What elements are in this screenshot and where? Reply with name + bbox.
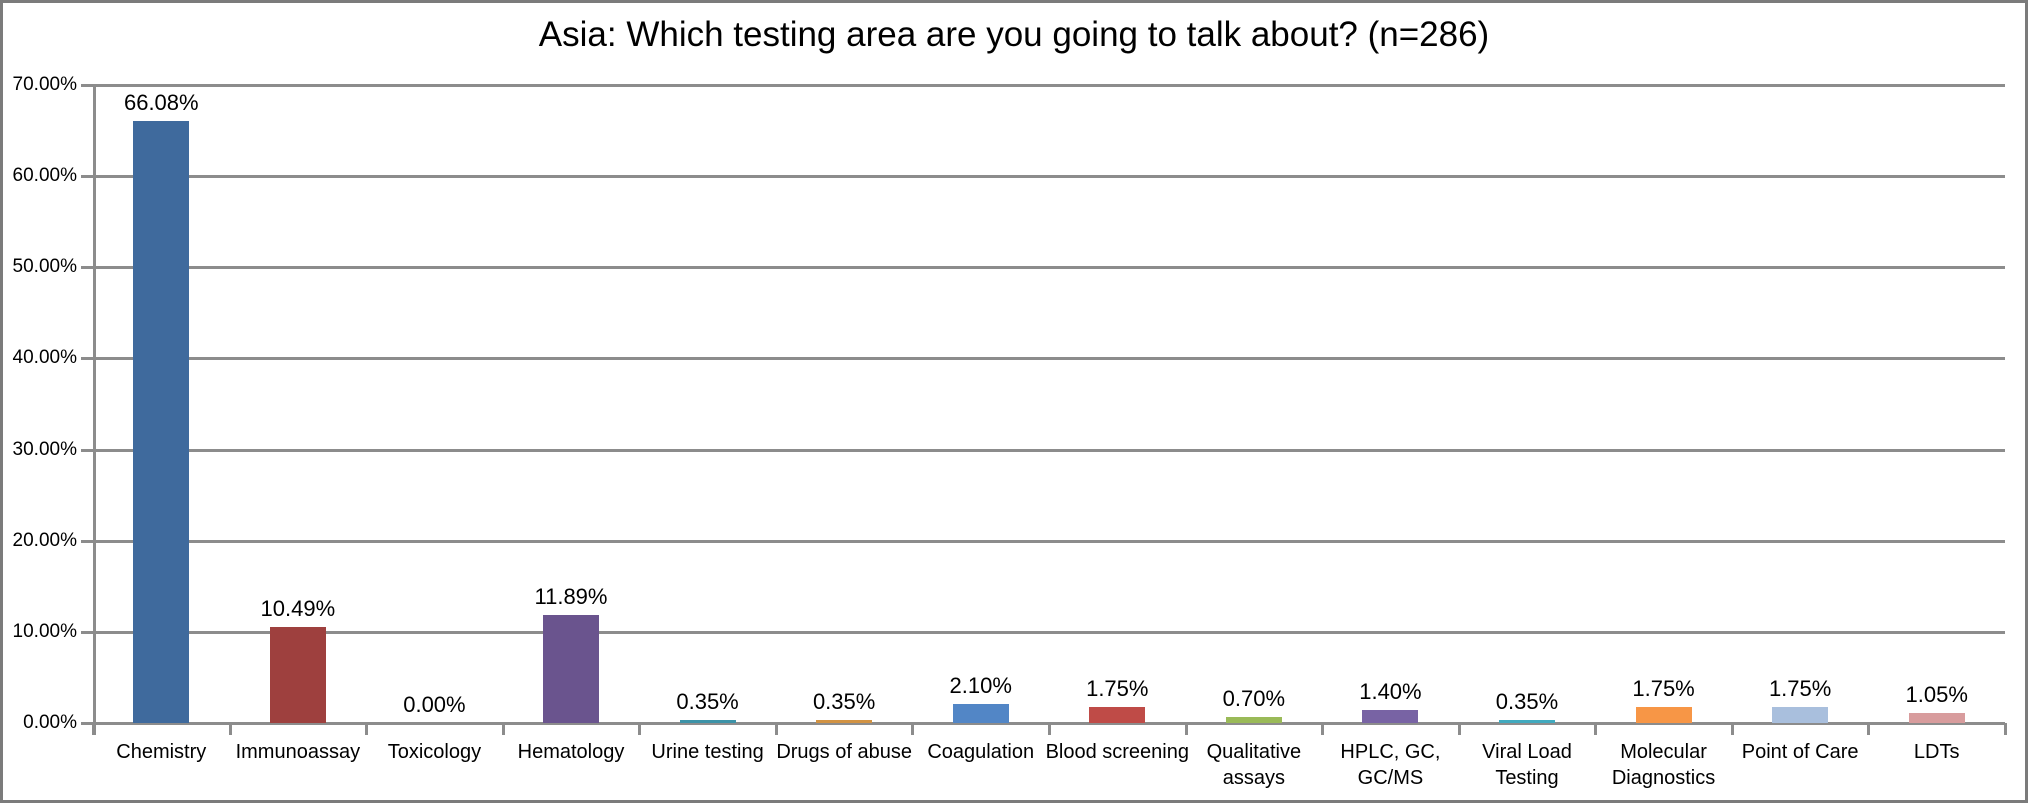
gridline — [93, 630, 2005, 634]
x-axis-category-label: Molecular Diagnostics — [1611, 741, 1716, 789]
x-axis-category-label: Immunoassay — [235, 741, 361, 763]
y-axis-label: 40.00% — [12, 347, 77, 369]
x-axis-tick — [1457, 723, 1461, 735]
y-axis-tick — [81, 175, 93, 179]
x-axis-category-label: HPLC, GC, GC/MS — [1340, 741, 1441, 789]
x-axis-tick — [1730, 723, 1734, 735]
bar-value-label: 10.49% — [260, 596, 336, 621]
y-axis-tick — [81, 357, 93, 361]
bar-value-label: 1.75% — [1086, 676, 1149, 701]
gridline — [93, 357, 2005, 361]
x-axis-tick — [1184, 723, 1188, 735]
x-axis-tick — [228, 723, 232, 735]
bar-blood-screening — [1089, 707, 1146, 723]
x-axis-tick — [1594, 723, 1598, 735]
y-axis-label: 10.00% — [12, 620, 77, 642]
y-axis-line — [93, 85, 96, 735]
x-axis-tick — [501, 723, 505, 735]
y-axis-label: 70.00% — [12, 74, 77, 95]
y-axis-tick — [81, 266, 93, 270]
bar-chemistry — [133, 121, 190, 723]
y-axis-label: 20.00% — [12, 529, 77, 551]
bar-molecular-diagnostics — [1635, 707, 1692, 723]
bar-point-of-care — [1772, 707, 1829, 723]
bar-hematology — [543, 615, 599, 723]
bar-value-label: 66.08% — [123, 90, 199, 115]
chart-title: Asia: Which testing area are you going t… — [538, 15, 1490, 54]
x-axis-category-label: LDTs — [1913, 741, 1960, 763]
gridline — [93, 448, 2005, 452]
x-axis-category-label: Urine testing — [651, 741, 764, 763]
x-axis-category-label: Point of Care — [1741, 741, 1859, 763]
bar-value-label: 1.75% — [1768, 676, 1832, 701]
x-axis-category-label: Viral Load Testing — [1482, 741, 1572, 789]
bar-viral-load-testing — [1499, 720, 1555, 723]
bar-value-label: 11.89% — [534, 584, 608, 609]
bar-value-label: 0.35% — [1495, 689, 1559, 714]
bar-value-label: 1.75% — [1632, 676, 1695, 701]
bar-coagulation — [952, 704, 1009, 723]
plot-area — [93, 84, 2005, 725]
y-axis-label: 50.00% — [12, 256, 77, 278]
x-axis-category-label: Toxicology — [387, 741, 482, 763]
y-axis-tick — [81, 630, 93, 634]
y-axis-tick — [81, 539, 93, 543]
x-axis-category-label: Blood screening — [1045, 741, 1189, 763]
x-axis-tick — [365, 723, 369, 735]
bar-ldts — [1908, 713, 1965, 723]
x-axis-tick — [1321, 723, 1325, 735]
bar-value-label: 0.35% — [676, 689, 739, 714]
x-axis-tick — [1048, 723, 1051, 735]
x-axis-tick — [2004, 723, 2007, 735]
bar-value-label: 0.35% — [812, 689, 876, 714]
bar-value-label: 2.10% — [949, 673, 1012, 698]
x-axis-category-label: Drugs of abuse — [776, 741, 912, 763]
x-axis-category-label: Qualitative assays — [1206, 741, 1302, 789]
bar-value-label: 1.40% — [1359, 679, 1422, 704]
bar-drugs-of-abuse — [816, 720, 873, 723]
bar-immunoassay — [269, 627, 326, 723]
x-axis-tick — [911, 723, 915, 735]
bar-value-label: 1.05% — [1905, 682, 1968, 707]
y-axis-tick — [81, 448, 93, 452]
x-axis-category-label: Hematology — [517, 741, 625, 763]
x-axis-category-label: Chemistry — [116, 741, 207, 763]
gridline — [93, 539, 2005, 543]
x-axis-tick — [774, 723, 778, 735]
x-axis-tick — [92, 723, 95, 735]
bar-qualitative-assays — [1225, 717, 1282, 723]
y-axis-tick — [81, 84, 93, 87]
bar-value-label: 0.00% — [403, 692, 466, 717]
y-axis-label: 0.00% — [23, 712, 77, 733]
bar-hplc-gc-gc-ms — [1362, 710, 1419, 723]
gridline — [93, 84, 2005, 87]
bar-urine-testing — [679, 720, 736, 723]
x-axis-category-label: Coagulation — [927, 741, 1035, 763]
y-axis-label: 30.00% — [12, 438, 77, 460]
x-axis-tick — [1867, 723, 1871, 735]
y-axis-tick — [81, 722, 93, 725]
x-axis-tick — [638, 723, 642, 735]
gridline — [93, 175, 2005, 179]
y-axis-label: 60.00% — [12, 165, 77, 187]
gridline — [93, 266, 2005, 270]
bar-value-label: 0.70% — [1222, 686, 1286, 711]
